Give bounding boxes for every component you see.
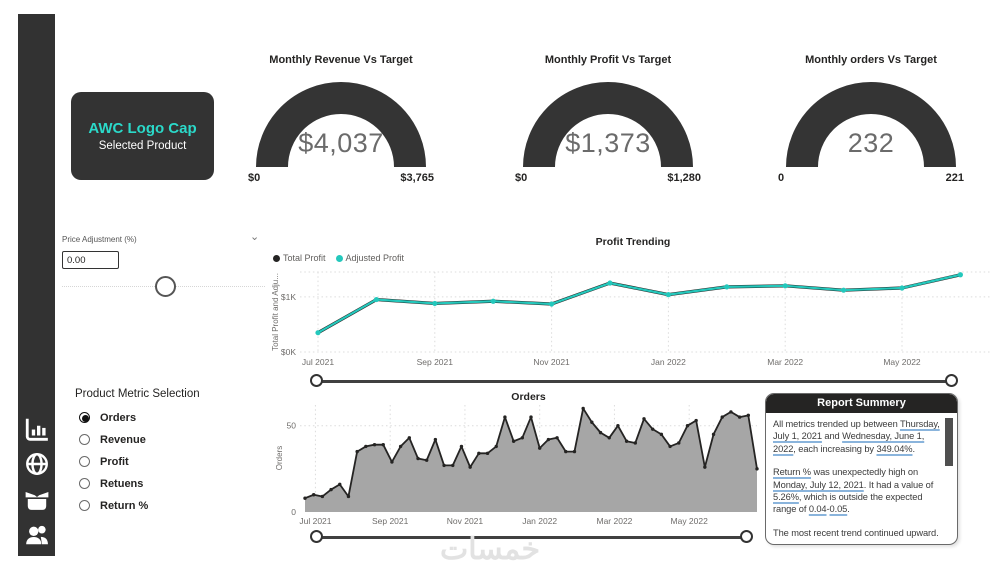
gauge-profit-max: $1,280 xyxy=(667,172,701,184)
gauge-revenue-min: $0 xyxy=(248,172,261,184)
svg-text:Jul 2021: Jul 2021 xyxy=(302,357,334,367)
svg-text:50: 50 xyxy=(287,421,297,431)
svg-text:Mar 2022: Mar 2022 xyxy=(596,516,632,526)
gauge-profit-value: $1,373 xyxy=(565,128,651,158)
open-box-icon[interactable] xyxy=(23,485,51,513)
radio-retuens-button[interactable] xyxy=(79,478,90,489)
svg-text:0: 0 xyxy=(291,507,296,517)
orders-range-right-handle[interactable] xyxy=(740,530,753,543)
svg-text:May 2022: May 2022 xyxy=(883,357,921,367)
gauge-revenue-value: $4,037 xyxy=(298,128,384,158)
radio-return-pct[interactable]: Return % xyxy=(79,498,148,513)
svg-text:$0K: $0K xyxy=(281,347,296,357)
orders-range-left-handle[interactable] xyxy=(310,530,323,543)
profit-range-left-handle[interactable] xyxy=(310,374,323,387)
svg-text:Nov 2021: Nov 2021 xyxy=(533,357,570,367)
profit-range-right-handle[interactable] xyxy=(945,374,958,387)
users-icon[interactable] xyxy=(23,520,51,548)
svg-text:Nov 2021: Nov 2021 xyxy=(447,516,484,526)
adjusted-profit-dot-icon xyxy=(335,254,343,262)
gauge-profit-arc xyxy=(523,82,693,167)
svg-text:Orders: Orders xyxy=(275,446,284,470)
bar-chart-icon[interactable] xyxy=(23,415,51,443)
total-profit-dot-icon xyxy=(273,254,280,262)
radio-revenue-button[interactable] xyxy=(79,434,90,445)
svg-text:Jan 2022: Jan 2022 xyxy=(522,516,557,526)
profit-range-slider xyxy=(310,374,958,388)
svg-text:Jul 2021: Jul 2021 xyxy=(299,516,331,526)
metric-selection-group: Orders Revenue Profit Retuens Return % xyxy=(79,410,148,513)
gauge-profit-title: Monthly Profit Vs Target xyxy=(544,54,672,66)
gauge-revenue-arc xyxy=(256,82,426,167)
profit-chart-title: Profit Trending xyxy=(595,236,671,248)
svg-text:Mar 2022: Mar 2022 xyxy=(767,357,803,367)
selected-product-caption: Selected Product xyxy=(98,139,187,152)
svg-text:May 2022: May 2022 xyxy=(671,516,709,526)
summary-scrollbar-thumb[interactable] xyxy=(945,418,953,466)
legend-total-profit: Total Profit xyxy=(273,253,326,263)
price-adjustment-label: Price Adjustment (%) xyxy=(62,235,137,244)
gauge-profit-range: $0 $1,280 xyxy=(515,172,701,184)
gauge-revenue-title: Monthly Revenue Vs Target xyxy=(269,54,413,66)
chevron-down-icon[interactable]: ⌄ xyxy=(250,231,260,243)
svg-text:$1K: $1K xyxy=(281,292,296,302)
profit-range-slider-bar xyxy=(316,379,952,383)
orders-chart[interactable]: Jul 2021 Sep 2021 Nov 2021 Jan 2022 Mar 2022… xyxy=(270,388,770,528)
sidebar xyxy=(18,14,55,556)
radio-orders-button[interactable] xyxy=(79,412,90,423)
svg-text:Jan 2022: Jan 2022 xyxy=(651,357,686,367)
selected-product-name: AWC Logo Cap xyxy=(88,120,197,138)
gauge-orders-title: Monthly orders Vs Target xyxy=(805,54,937,66)
radio-revenue[interactable]: Revenue xyxy=(79,432,148,447)
sidebar-icon-list xyxy=(18,415,55,548)
selected-product-card: AWC Logo Cap Selected Product xyxy=(71,92,214,180)
radio-profit[interactable]: Profit xyxy=(79,454,148,469)
orders-chart-title: Orders xyxy=(511,391,546,403)
svg-text:Sep 2021: Sep 2021 xyxy=(372,516,409,526)
report-summary-panel: Report Summery All metrics trended up be… xyxy=(765,393,958,545)
orders-range-slider xyxy=(310,530,753,544)
report-summary-body: All metrics trended up between Thursday,… xyxy=(773,419,940,538)
radio-retuens[interactable]: Retuens xyxy=(79,476,148,491)
gauge-orders-max: 221 xyxy=(945,172,964,184)
price-adjustment-input[interactable] xyxy=(62,251,119,269)
radio-orders[interactable]: Orders xyxy=(79,410,148,425)
gauge-orders-min: 0 xyxy=(778,172,785,184)
radio-profit-button[interactable] xyxy=(79,456,90,467)
legend-adjusted-profit: Adjusted Profit xyxy=(335,253,404,263)
price-adjustment-slider-handle[interactable] xyxy=(155,276,176,297)
metric-selection-title: Product Metric Selection xyxy=(75,388,200,400)
gauge-orders-value: 232 xyxy=(847,128,895,158)
gauge-orders-range: 0 221 xyxy=(778,172,964,184)
profit-trending-chart[interactable]: Jul 2021 Sep 2021 Nov 2021 Jan 2022 Mar 2022… xyxy=(270,268,996,372)
svg-text:Total Profit and Adju...: Total Profit and Adju... xyxy=(271,273,280,351)
gauge-revenue-range: $0 $3,765 xyxy=(248,172,434,184)
radio-return-pct-button[interactable] xyxy=(79,500,90,511)
report-summary-title: Report Summery xyxy=(766,394,957,413)
gauge-profit-min: $0 xyxy=(515,172,528,184)
gauge-revenue-max: $3,765 xyxy=(400,172,434,184)
profit-chart-legend: Total Profit Adjusted Profit xyxy=(273,253,404,263)
globe-icon[interactable] xyxy=(23,450,51,478)
orders-range-slider-bar xyxy=(316,535,747,539)
watermark: خمسات xyxy=(439,533,541,566)
gauge-orders-arc xyxy=(786,82,956,167)
svg-text:Sep 2021: Sep 2021 xyxy=(417,357,454,367)
